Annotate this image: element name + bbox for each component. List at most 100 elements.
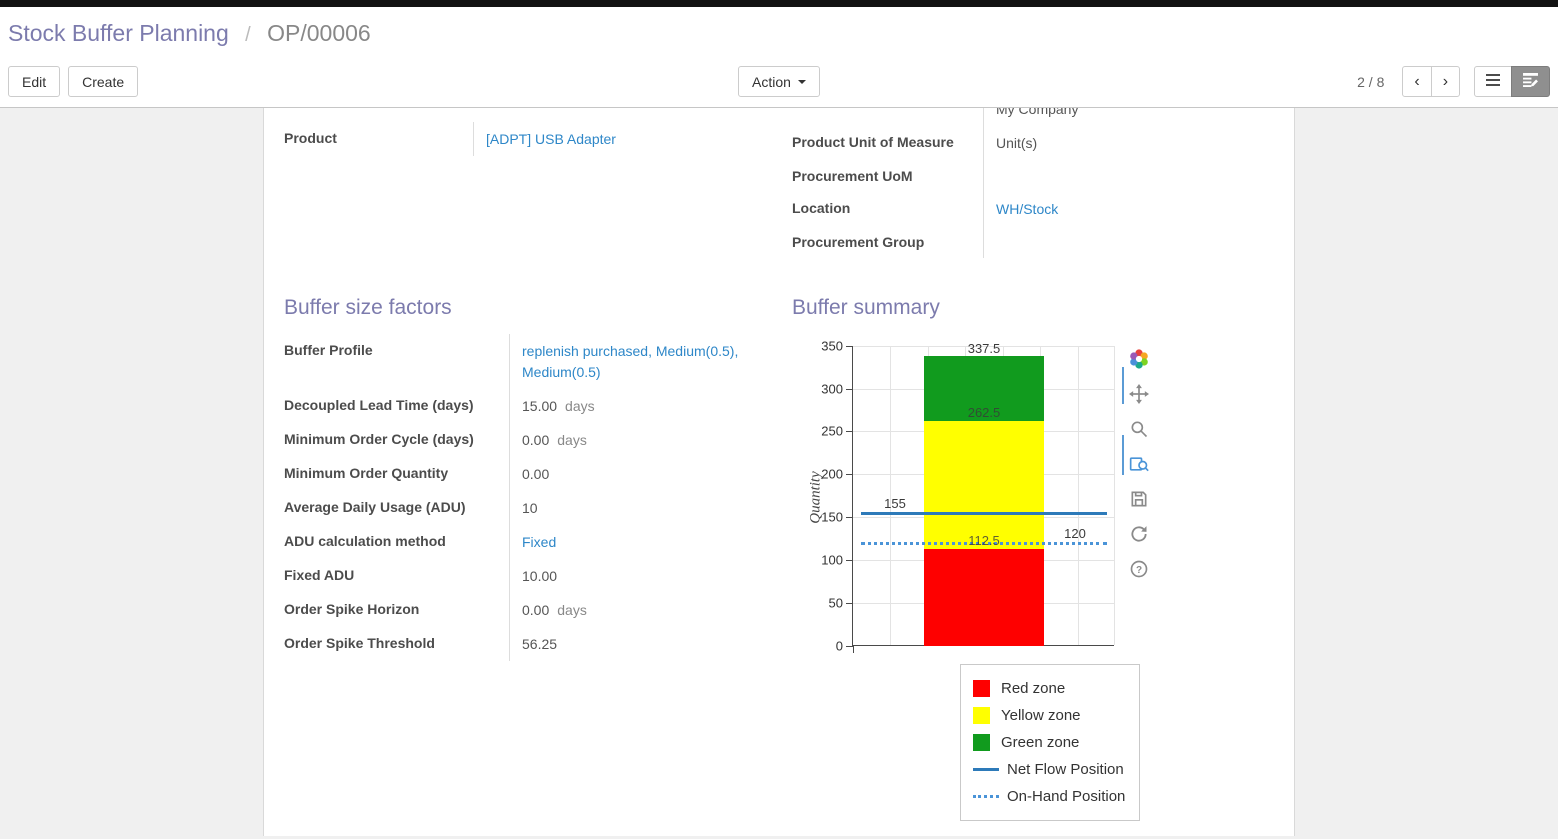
breadcrumb: Stock Buffer Planning / OP/00006 bbox=[0, 7, 1558, 56]
save-icon[interactable] bbox=[1128, 488, 1150, 510]
buffer-size-factors-section: Buffer size factors Buffer Profile replen… bbox=[284, 296, 766, 834]
y-tick bbox=[846, 388, 853, 390]
field-value: 0.00 days bbox=[522, 601, 587, 618]
pager-value: 2 / 8 bbox=[1357, 73, 1385, 90]
pager-previous-button[interactable]: ‹ bbox=[1402, 66, 1432, 97]
y-axis-title: Quantity bbox=[807, 471, 824, 524]
field-row: Product Unit of Measure Unit(s) bbox=[792, 126, 1274, 160]
form-sheet: Product [ADPT] USB Adapter My Company Prod… bbox=[263, 108, 1295, 836]
move-icon[interactable] bbox=[1128, 383, 1150, 405]
zone-top-label: 262.5 bbox=[967, 404, 1001, 420]
y-tick-label: 150 bbox=[821, 509, 843, 525]
field-label: ADU calculation method bbox=[284, 524, 510, 559]
legend-item[interactable]: Yellow zone bbox=[973, 702, 1139, 729]
control-panel: Edit Create Action 2 / 8 ‹ › bbox=[0, 56, 1558, 108]
y-tick-label: 50 bbox=[828, 595, 843, 611]
field-label: Minimum Order Quantity bbox=[284, 456, 510, 491]
field-value-link[interactable]: [ADPT] USB Adapter bbox=[486, 131, 616, 147]
list-view-button[interactable] bbox=[1474, 66, 1513, 97]
gridline bbox=[853, 345, 1114, 347]
field-row: Decoupled Lead Time (days) 15.00 days bbox=[284, 388, 766, 423]
toolbox-indicator bbox=[1122, 366, 1124, 404]
x-tick bbox=[853, 645, 854, 653]
help-icon[interactable]: ? bbox=[1128, 558, 1150, 580]
gridline bbox=[1078, 345, 1079, 645]
pager-nav: ‹ › bbox=[1402, 66, 1461, 97]
action-dropdown-button[interactable]: Action bbox=[738, 66, 820, 97]
legend-item[interactable]: On-Hand Position bbox=[973, 783, 1139, 810]
zone-top-label: 112.5 bbox=[968, 533, 1000, 549]
control-panel-right: 2 / 8 ‹ › bbox=[820, 66, 1551, 97]
chart-plot-area: 0 50 100 150 200 250 300 350 112.5 262.5 337.5 155 1… bbox=[821, 338, 1115, 653]
field-value-link[interactable]: WH/Stock bbox=[996, 200, 1059, 217]
field-label: Procurement UoM bbox=[792, 160, 984, 192]
toolbox-indicator bbox=[1122, 434, 1124, 475]
legend-label: Net Flow Position bbox=[1007, 760, 1124, 778]
buffer-factors-table: Buffer Profile replenish purchased, Mediu… bbox=[284, 333, 766, 661]
data-zoom-icon[interactable] bbox=[1128, 453, 1150, 475]
field-group-right: My Company Product Unit of Measure Unit(s)… bbox=[792, 108, 1274, 258]
unit-suffix: days bbox=[557, 431, 587, 448]
field-row: Average Daily Usage (ADU) 10 bbox=[284, 490, 766, 525]
y-tick bbox=[846, 602, 853, 604]
breadcrumb-separator: / bbox=[245, 24, 251, 46]
field-row: My Company bbox=[792, 108, 1274, 126]
legend-item[interactable]: Green zone bbox=[973, 729, 1139, 756]
chart-legend: Red zone Yellow zone Green zone Net Flow Po… bbox=[960, 663, 1140, 821]
y-tick-label: 100 bbox=[821, 552, 843, 568]
edit-button[interactable]: Edit bbox=[8, 66, 61, 97]
legend-swatch bbox=[973, 794, 999, 798]
sections-grid: Buffer size factors Buffer Profile replen… bbox=[284, 296, 1274, 834]
field-value-link[interactable]: Fixed bbox=[522, 533, 557, 550]
field-label: Minimum Order Cycle (days) bbox=[284, 422, 510, 457]
form-view-button[interactable] bbox=[1511, 66, 1551, 97]
field-row: Fixed ADU 10.00 bbox=[284, 558, 766, 593]
chart-toolbox: ? bbox=[1128, 348, 1150, 580]
refresh-icon[interactable] bbox=[1128, 523, 1150, 545]
create-button[interactable]: Create bbox=[68, 66, 139, 97]
field-row: ADU calculation method Fixed bbox=[284, 524, 766, 559]
field-value: 10 bbox=[522, 499, 538, 516]
pager-next-button[interactable]: › bbox=[1430, 66, 1461, 97]
magnifier-icon[interactable] bbox=[1128, 418, 1150, 440]
yellow-zone bbox=[924, 420, 1044, 550]
legend-label: Red zone bbox=[1001, 679, 1066, 697]
pinwheel-icon[interactable] bbox=[1128, 348, 1150, 370]
y-tick-label: 0 bbox=[835, 638, 843, 654]
field-label: Average Daily Usage (ADU) bbox=[284, 490, 510, 525]
y-tick-label: 350 bbox=[821, 338, 843, 354]
field-row: Location WH/Stock bbox=[792, 191, 1274, 226]
breadcrumb-current: OP/00006 bbox=[267, 20, 371, 46]
field-value: 0.00 bbox=[522, 465, 550, 482]
buffer-size-factors-title: Buffer size factors bbox=[284, 295, 452, 319]
field-label: Location bbox=[792, 191, 984, 226]
buffer-chart: Quantity 0 50 100 150 200 250 300 350 112.5 262.5… bbox=[792, 334, 1274, 834]
on-hand-position-label: 120 bbox=[1064, 525, 1086, 541]
legend-swatch bbox=[973, 733, 990, 751]
legend-swatch bbox=[973, 767, 999, 771]
field-value: 10.00 bbox=[522, 567, 558, 584]
y-tick bbox=[846, 560, 853, 562]
field-label: Order Spike Horizon bbox=[284, 592, 510, 627]
field-label: Product bbox=[284, 122, 474, 156]
legend-label: Yellow zone bbox=[1001, 706, 1081, 724]
field-label: Procurement Group bbox=[792, 225, 984, 258]
y-tick bbox=[846, 645, 853, 647]
field-label: Decoupled Lead Time (days) bbox=[284, 388, 510, 423]
field-row: Product [ADPT] USB Adapter bbox=[284, 122, 766, 156]
field-value bbox=[984, 226, 1274, 258]
unit-suffix: days bbox=[557, 601, 587, 618]
zone-top-label: 337.5 bbox=[967, 340, 1001, 356]
top-field-grid: Product [ADPT] USB Adapter My Company Prod… bbox=[284, 108, 1274, 258]
buffer-summary-title: Buffer summary bbox=[792, 295, 940, 319]
content-area: Product [ADPT] USB Adapter My Company Prod… bbox=[0, 108, 1558, 836]
field-value: 56.25 bbox=[522, 635, 558, 652]
field-group-left: Product [ADPT] USB Adapter bbox=[284, 122, 766, 258]
legend-item[interactable]: Red zone bbox=[973, 675, 1139, 702]
breadcrumb-parent-link[interactable]: Stock Buffer Planning bbox=[8, 20, 229, 46]
field-value-link[interactable]: replenish purchased, Medium(0.5), Medium… bbox=[522, 342, 739, 380]
field-label: Buffer Profile bbox=[284, 333, 510, 389]
field-row: Buffer Profile replenish purchased, Mediu… bbox=[284, 333, 766, 389]
legend-item[interactable]: Net Flow Position bbox=[973, 756, 1139, 783]
legend-label: On-Hand Position bbox=[1007, 787, 1126, 805]
